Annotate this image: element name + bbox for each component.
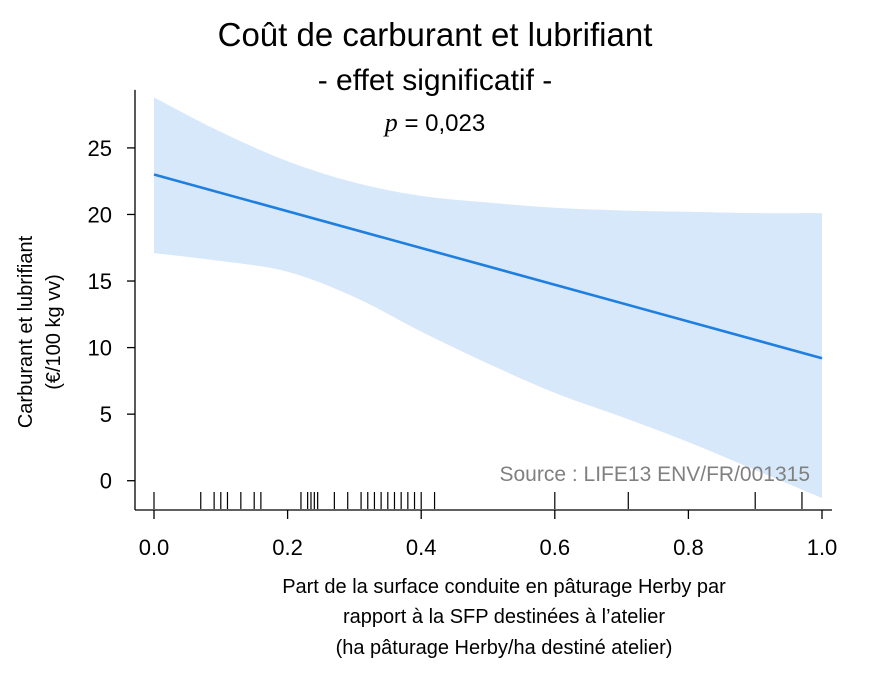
confidence-band bbox=[154, 97, 822, 499]
y-tick-label: 15 bbox=[88, 269, 112, 294]
y-axis-ticks: 0 5 10 15 20 25 bbox=[88, 136, 135, 494]
x-axis-label-line3: (ha pâturage Herby/ha destiné atelier) bbox=[336, 637, 673, 659]
x-axis-label-line2: rapport à la SFP destinées à l’atelier bbox=[343, 606, 665, 628]
fit-line bbox=[153, 173, 823, 360]
chart-title: Coût de carburant et lubrifiant bbox=[217, 16, 653, 53]
x-axis-label-line1: Part de la surface conduite en pâturage … bbox=[282, 576, 726, 598]
y-tick-label: 0 bbox=[100, 469, 112, 494]
y-tick-label: 10 bbox=[88, 336, 112, 361]
x-tick-label: 0.2 bbox=[272, 535, 303, 560]
y-tick-label: 5 bbox=[100, 402, 112, 427]
x-tick-label: 0.6 bbox=[540, 535, 571, 560]
y-axis-label-line2: (€/100 kg vv) bbox=[43, 274, 65, 390]
x-tick-label: 0.8 bbox=[673, 535, 704, 560]
rug-marks bbox=[153, 492, 803, 509]
x-tick-label: 1.0 bbox=[807, 535, 838, 560]
x-axis-ticks: 0.0 0.2 0.4 0.6 0.8 1.0 bbox=[139, 510, 838, 560]
chart-subtitle: - effet significatif - bbox=[317, 64, 553, 97]
y-tick-label: 25 bbox=[88, 136, 112, 161]
p-symbol: p bbox=[384, 108, 398, 137]
p-value-label: p = 0,023 bbox=[0, 108, 870, 138]
x-tick-label: 0.0 bbox=[139, 535, 170, 560]
p-value-text: = 0,023 bbox=[397, 110, 486, 137]
x-tick-label: 0.4 bbox=[406, 535, 437, 560]
y-axis-label-line1: Carburant et lubrifiant bbox=[15, 235, 37, 428]
y-tick-label: 20 bbox=[88, 202, 112, 227]
source-annotation: Source : LIFE13 ENV/FR/001315 bbox=[500, 463, 811, 486]
